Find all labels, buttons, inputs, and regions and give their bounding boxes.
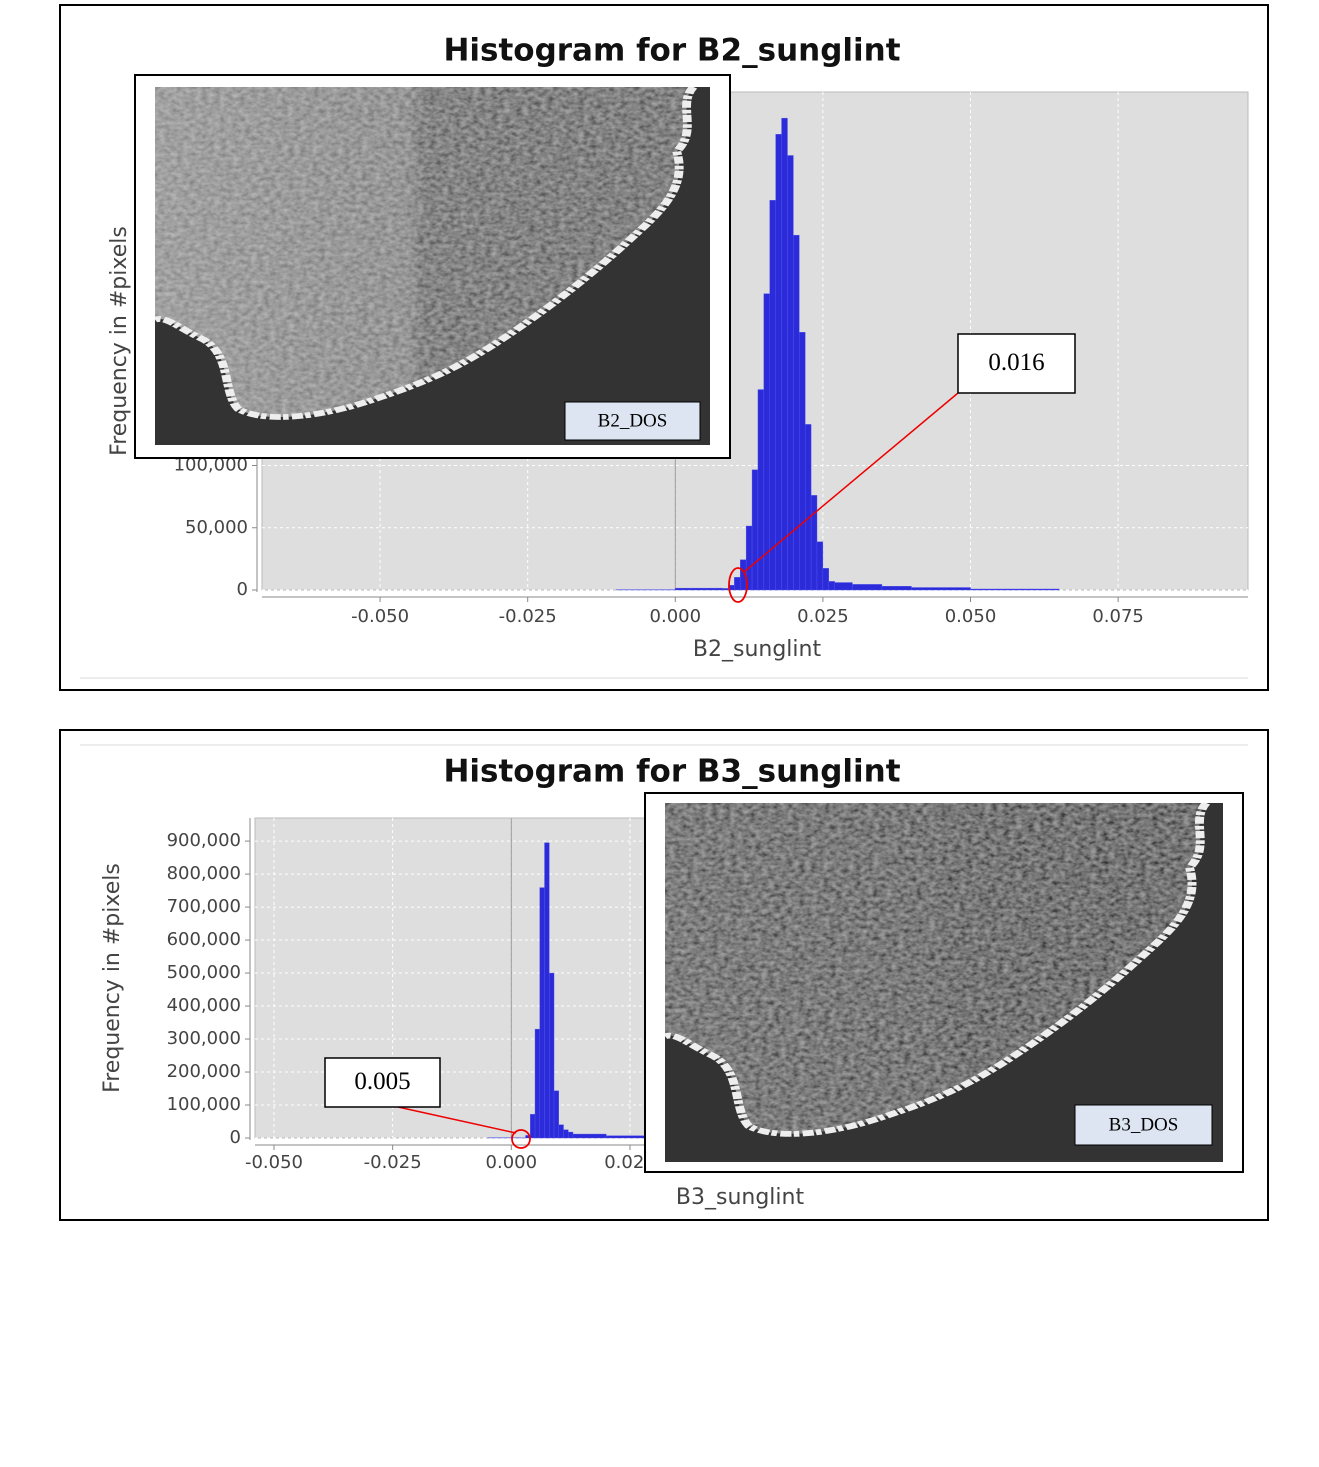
inset-label: B2_DOS (598, 410, 668, 431)
x-tick-label: 0.025 (797, 606, 849, 627)
histogram-bar (828, 581, 835, 591)
chart-title: Histogram for B2_sunglint (443, 33, 900, 69)
y-axis-label: Frequency in #pixels (107, 226, 132, 456)
histogram-bar (675, 587, 723, 591)
y-tick-label: 0 (237, 579, 248, 600)
inset-image (155, 87, 710, 445)
histogram-bar (751, 469, 759, 591)
histogram-bar (539, 887, 545, 1139)
y-tick-label: 900,000 (167, 830, 241, 851)
coastline (665, 803, 1211, 1137)
x-tick-label: 0.075 (1092, 606, 1144, 627)
histogram-bar (563, 1129, 569, 1139)
inset-image (665, 803, 1223, 1162)
histogram-bar (763, 293, 770, 591)
x-tick-label: -0.025 (499, 606, 557, 627)
histogram-bar (822, 568, 830, 591)
x-tick-label: 0.025 (604, 1152, 656, 1173)
y-tick-label: 600,000 (167, 929, 241, 950)
y-tick-label: 400,000 (167, 995, 241, 1016)
inset-label: B3_DOS (1109, 1114, 1179, 1135)
histogram-bar (722, 588, 729, 591)
x-axis-label: B2_sunglint (693, 637, 822, 662)
x-tick-label: 0.050 (945, 606, 997, 627)
histogram-bar (970, 588, 1060, 591)
histogram-bar (769, 200, 776, 591)
y-tick-label: 100,000 (174, 455, 248, 476)
histogram-bar (553, 1090, 559, 1139)
histogram-bar (734, 577, 741, 591)
x-tick-label: -0.025 (364, 1152, 422, 1173)
y-tick-label: 700,000 (167, 896, 241, 917)
x-tick-label: -0.050 (245, 1152, 303, 1173)
x-tick-label: -0.050 (351, 606, 409, 627)
y-tick-label: 800,000 (167, 863, 241, 884)
inset-label-box (564, 401, 701, 441)
water (665, 803, 1207, 1134)
coastline (155, 87, 698, 420)
histogram-bar (787, 155, 794, 591)
y-tick-label: 500,000 (167, 962, 241, 983)
histogram-bar (572, 1133, 607, 1139)
y-tick-label: 50,000 (185, 517, 248, 538)
y-tick-label: 100,000 (167, 1094, 241, 1115)
histogram-bar (834, 582, 853, 591)
histogram-bar (781, 117, 788, 591)
histogram-bar (568, 1131, 574, 1139)
y-tick-label: 300,000 (167, 1028, 241, 1049)
histogram-bar (816, 541, 824, 591)
annotation-leader (397, 1106, 517, 1134)
histogram-bar (549, 972, 555, 1139)
histogram-bar (534, 1028, 540, 1139)
histogram-bar (793, 234, 800, 591)
histogram-bar (558, 1124, 564, 1139)
annotation-text: 0.005 (354, 1068, 410, 1095)
chart-title: Histogram for B3_sunglint (443, 754, 900, 790)
x-axis-label: B3_sunglint (676, 1185, 805, 1210)
annotation-leader (743, 392, 959, 573)
x-tick-label: 0.000 (486, 1152, 538, 1173)
histogram-bar (799, 332, 806, 591)
histogram-bar (530, 1114, 536, 1139)
annotation-marker (511, 1129, 531, 1149)
histogram-bar (810, 495, 818, 591)
histogram-bar (881, 586, 912, 591)
histogram-bar (852, 584, 883, 591)
annotation-text: 0.016 (988, 349, 1044, 376)
y-axis-label: Frequency in #pixels (100, 863, 125, 1093)
inset-label-box (1074, 1104, 1213, 1146)
annotation-box (957, 333, 1076, 394)
water (155, 87, 694, 418)
annotation-box (324, 1057, 441, 1108)
histogram-bar (544, 842, 550, 1139)
annotation-marker (728, 567, 748, 603)
y-tick-label: 0 (230, 1127, 241, 1148)
y-tick-label: 200,000 (167, 1061, 241, 1082)
histogram-bar (775, 134, 782, 591)
histogram-bar (804, 424, 812, 591)
x-tick-label: 0.000 (650, 606, 702, 627)
histogram-bar (911, 587, 971, 591)
